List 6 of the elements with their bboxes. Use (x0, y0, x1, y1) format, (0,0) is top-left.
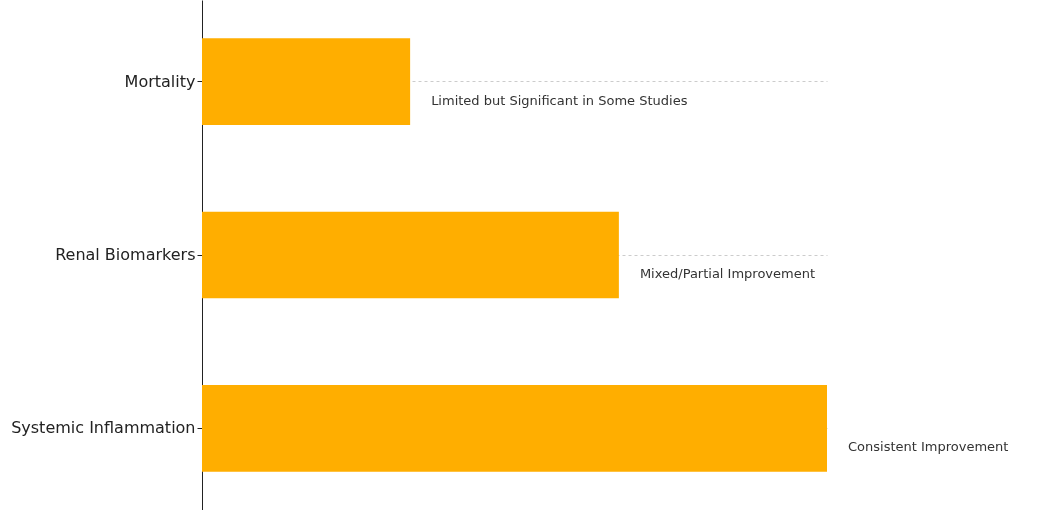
y-tick-label: Mortality (124, 71, 196, 91)
y-tick-label: Renal Biomarkers (55, 245, 196, 264)
y-tick-label: Systemic Inflammation (11, 418, 196, 438)
annotation: Mixed/Partial Improvement (639, 266, 816, 281)
annotation: Consistent Improvement (848, 439, 1009, 455)
annotation: Limited but Significant in Some Studies (431, 92, 688, 108)
